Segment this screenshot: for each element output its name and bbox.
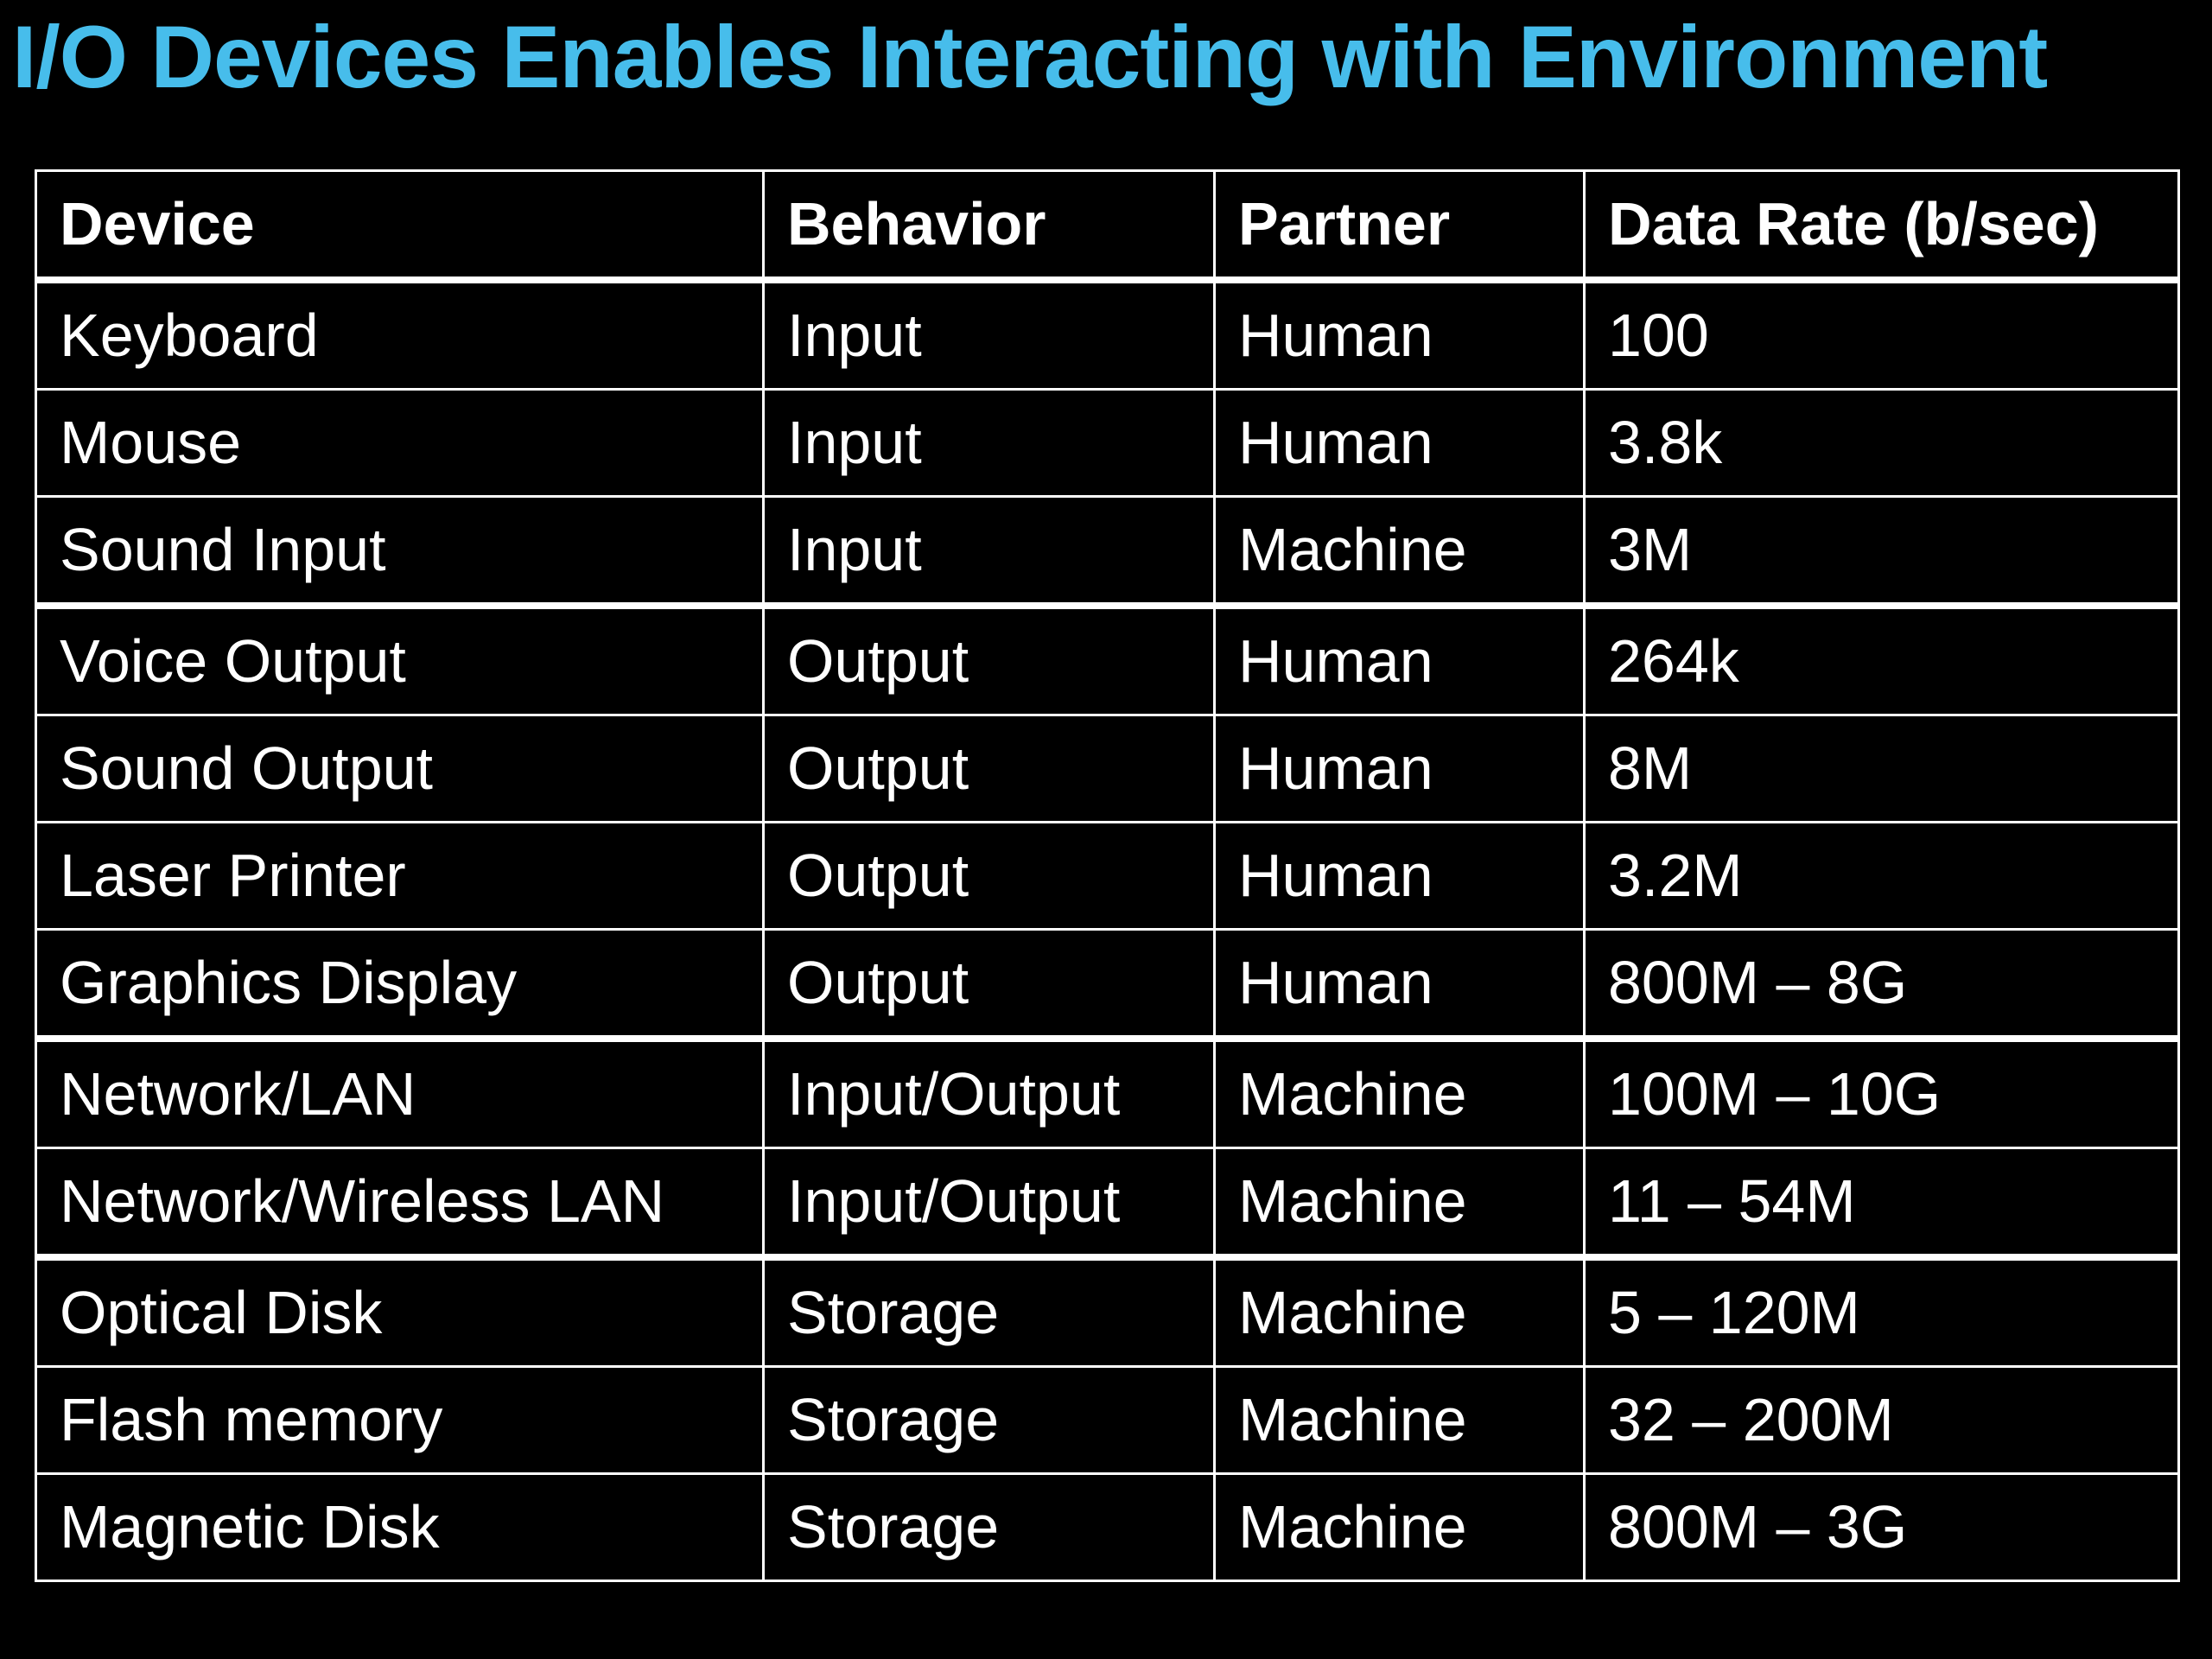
page-title: I/O Devices Enables Interacting with Env… — [12, 8, 2048, 106]
cell-behavior: Output — [762, 928, 1216, 1042]
column-header-data-rate: Data Rate (b/sec) — [1583, 169, 2180, 283]
cell-device: Laser Printer — [35, 821, 765, 931]
cell-data-rate: 3.8k — [1583, 388, 2180, 498]
cell-partner: Human — [1213, 604, 1586, 716]
cell-data-rate: 800M – 8G — [1583, 928, 2180, 1042]
cell-partner: Machine — [1213, 1472, 1586, 1582]
cell-partner: Human — [1213, 388, 1586, 498]
cell-device: Voice Output — [35, 604, 765, 716]
cell-behavior: Input/Output — [762, 1037, 1216, 1149]
cell-device: Network/LAN — [35, 1037, 765, 1149]
table-row: Magnetic Disk Storage Machine 800M – 3G — [35, 1472, 2180, 1582]
table-row: Sound Output Output Human 8M — [35, 714, 2180, 823]
cell-device: Magnetic Disk — [35, 1472, 765, 1582]
table-row: Graphics Display Output Human 800M – 8G — [35, 928, 2180, 1042]
cell-behavior: Input — [762, 388, 1216, 498]
cell-behavior: Storage — [762, 1365, 1216, 1475]
table-row: Voice Output Output Human 264k — [35, 604, 2180, 716]
cell-device: Keyboard — [35, 278, 765, 391]
cell-data-rate: 264k — [1583, 604, 2180, 716]
table-row: Optical Disk Storage Machine 5 – 120M — [35, 1255, 2180, 1368]
cell-data-rate: 800M – 3G — [1583, 1472, 2180, 1582]
cell-behavior: Input — [762, 278, 1216, 391]
cell-partner: Human — [1213, 714, 1586, 823]
cell-behavior: Storage — [762, 1472, 1216, 1582]
cell-partner: Human — [1213, 278, 1586, 391]
cell-behavior: Output — [762, 604, 1216, 716]
table-row: Keyboard Input Human 100 — [35, 278, 2180, 391]
table-row: Sound Input Input Machine 3M — [35, 495, 2180, 609]
table-row: Network/LAN Input/Output Machine 100M – 10G — [35, 1037, 2180, 1149]
cell-data-rate: 32 – 200M — [1583, 1365, 2180, 1475]
cell-data-rate: 100 — [1583, 278, 2180, 391]
table-body: Keyboard Input Human 100 Mouse Input Human 3.8k… — [35, 278, 2180, 1582]
cell-data-rate: 3.2M — [1583, 821, 2180, 931]
table-row: Mouse Input Human 3.8k — [35, 388, 2180, 498]
cell-data-rate: 8M — [1583, 714, 2180, 823]
column-header-behavior: Behavior — [762, 169, 1216, 283]
cell-device: Graphics Display — [35, 928, 765, 1042]
cell-data-rate: 3M — [1583, 495, 2180, 609]
cell-data-rate: 11 – 54M — [1583, 1147, 2180, 1261]
cell-data-rate: 100M – 10G — [1583, 1037, 2180, 1149]
cell-behavior: Input — [762, 495, 1216, 609]
cell-device: Network/Wireless LAN — [35, 1147, 765, 1261]
io-devices-table: Device Behavior Partner Data Rate (b/sec… — [35, 169, 2180, 1582]
cell-partner: Human — [1213, 821, 1586, 931]
cell-behavior: Storage — [762, 1255, 1216, 1368]
cell-partner: Machine — [1213, 1365, 1586, 1475]
column-header-device: Device — [35, 169, 765, 283]
cell-device: Sound Output — [35, 714, 765, 823]
table-header-row: Device Behavior Partner Data Rate (b/sec… — [35, 169, 2180, 283]
cell-behavior: Input/Output — [762, 1147, 1216, 1261]
cell-partner: Machine — [1213, 1037, 1586, 1149]
cell-device: Mouse — [35, 388, 765, 498]
cell-device: Optical Disk — [35, 1255, 765, 1368]
cell-behavior: Output — [762, 714, 1216, 823]
cell-partner: Human — [1213, 928, 1586, 1042]
table-row: Network/Wireless LAN Input/Output Machine 1… — [35, 1147, 2180, 1261]
table-row: Laser Printer Output Human 3.2M — [35, 821, 2180, 931]
column-header-partner: Partner — [1213, 169, 1586, 283]
cell-data-rate: 5 – 120M — [1583, 1255, 2180, 1368]
cell-partner: Machine — [1213, 1255, 1586, 1368]
cell-partner: Machine — [1213, 1147, 1586, 1261]
cell-device: Flash memory — [35, 1365, 765, 1475]
cell-partner: Machine — [1213, 495, 1586, 609]
table-row: Flash memory Storage Machine 32 – 200M — [35, 1365, 2180, 1475]
cell-device: Sound Input — [35, 495, 765, 609]
cell-behavior: Output — [762, 821, 1216, 931]
table-header: Device Behavior Partner Data Rate (b/sec… — [35, 169, 2180, 283]
